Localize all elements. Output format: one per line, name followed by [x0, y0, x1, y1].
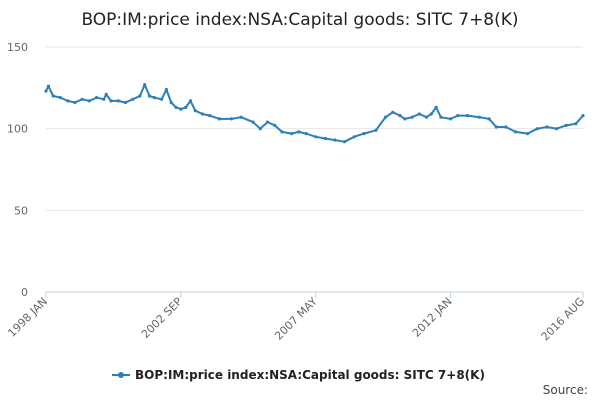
data-point	[123, 100, 128, 105]
x-tick-label: 2012 JAN	[410, 295, 455, 340]
data-point	[273, 123, 277, 127]
series-line	[45, 83, 584, 143]
data-point	[434, 105, 438, 109]
data-point	[200, 112, 205, 116]
data-point	[160, 97, 164, 101]
data-point	[109, 99, 113, 103]
data-point	[147, 94, 152, 98]
data-point	[44, 89, 48, 93]
data-point	[188, 99, 193, 103]
grid	[46, 46, 583, 211]
data-point	[152, 96, 156, 100]
data-point	[323, 136, 327, 141]
data-point	[46, 84, 51, 88]
data-point	[217, 117, 221, 121]
data-point	[545, 125, 549, 129]
data-point	[429, 112, 433, 116]
source-label: Source:	[543, 383, 588, 397]
data-point	[87, 99, 91, 103]
data-point	[131, 97, 135, 101]
data-point	[383, 115, 388, 119]
x-tick-label: 2007 MAY	[272, 295, 320, 343]
data-point	[184, 105, 188, 109]
data-point	[424, 115, 429, 119]
data-point	[526, 132, 530, 136]
data-point	[143, 83, 147, 87]
data-point	[297, 130, 301, 134]
data-point	[51, 94, 55, 98]
data-point	[169, 100, 173, 105]
axes: 0 50 100 150 1998 JAN 2002 SEP 2007 MAY 2012 JA…	[5, 41, 587, 343]
data-point	[465, 114, 469, 118]
data-point	[265, 120, 270, 124]
data-point	[66, 99, 70, 103]
data-point	[164, 87, 168, 92]
data-point	[504, 125, 508, 129]
data-point	[398, 114, 402, 118]
data-point	[104, 92, 108, 96]
data-point	[73, 100, 77, 105]
data-point	[391, 110, 395, 114]
data-point	[280, 130, 284, 134]
legend-item-label[interactable]: BOP:IM:price index:NSA:Capital goods: SI…	[135, 368, 485, 382]
data-point	[80, 97, 84, 101]
data-point	[439, 115, 443, 119]
data-point	[417, 112, 421, 116]
data-point	[487, 117, 491, 121]
data-point	[314, 135, 318, 139]
data-point	[95, 96, 99, 100]
data-point	[239, 115, 243, 119]
y-tick-label: 100	[7, 123, 28, 136]
data-point	[229, 117, 233, 121]
data-point	[449, 117, 453, 121]
y-tick-label: 0	[21, 286, 28, 299]
data-point	[494, 125, 498, 129]
data-point	[374, 128, 378, 132]
data-point	[304, 132, 308, 136]
series-layer	[44, 83, 585, 144]
legend-swatch-marker	[118, 372, 124, 378]
x-tick-label: 1998 JAN	[5, 295, 50, 340]
data-point	[410, 115, 414, 119]
data-point	[116, 99, 120, 103]
data-point	[343, 140, 347, 144]
data-point	[290, 132, 294, 136]
y-tick-label: 150	[7, 41, 28, 54]
data-point	[554, 127, 559, 131]
data-point	[102, 97, 106, 101]
data-point	[251, 120, 255, 124]
data-point	[456, 114, 460, 118]
data-point	[403, 117, 407, 121]
data-point	[258, 127, 262, 131]
data-point	[58, 96, 63, 100]
data-point	[362, 132, 366, 136]
y-tick-label: 50	[14, 204, 28, 217]
data-point	[574, 122, 578, 126]
data-point	[564, 123, 568, 127]
data-point	[193, 109, 197, 113]
legend[interactable]: BOP:IM:price index:NSA:Capital goods: SI…	[112, 368, 485, 382]
data-point	[179, 107, 183, 111]
data-point	[333, 138, 337, 142]
x-tick-label: 2016 AUG	[539, 295, 588, 344]
data-point	[581, 114, 585, 118]
chart-title: BOP:IM:price index:NSA:Capital goods: SI…	[81, 10, 518, 30]
x-tick-label: 2002 SEP	[139, 295, 185, 341]
data-point	[352, 135, 356, 139]
data-point	[208, 114, 212, 118]
data-point	[138, 94, 142, 98]
data-point	[477, 115, 482, 119]
data-point	[535, 127, 539, 131]
data-point	[514, 130, 518, 134]
data-point	[174, 105, 178, 109]
